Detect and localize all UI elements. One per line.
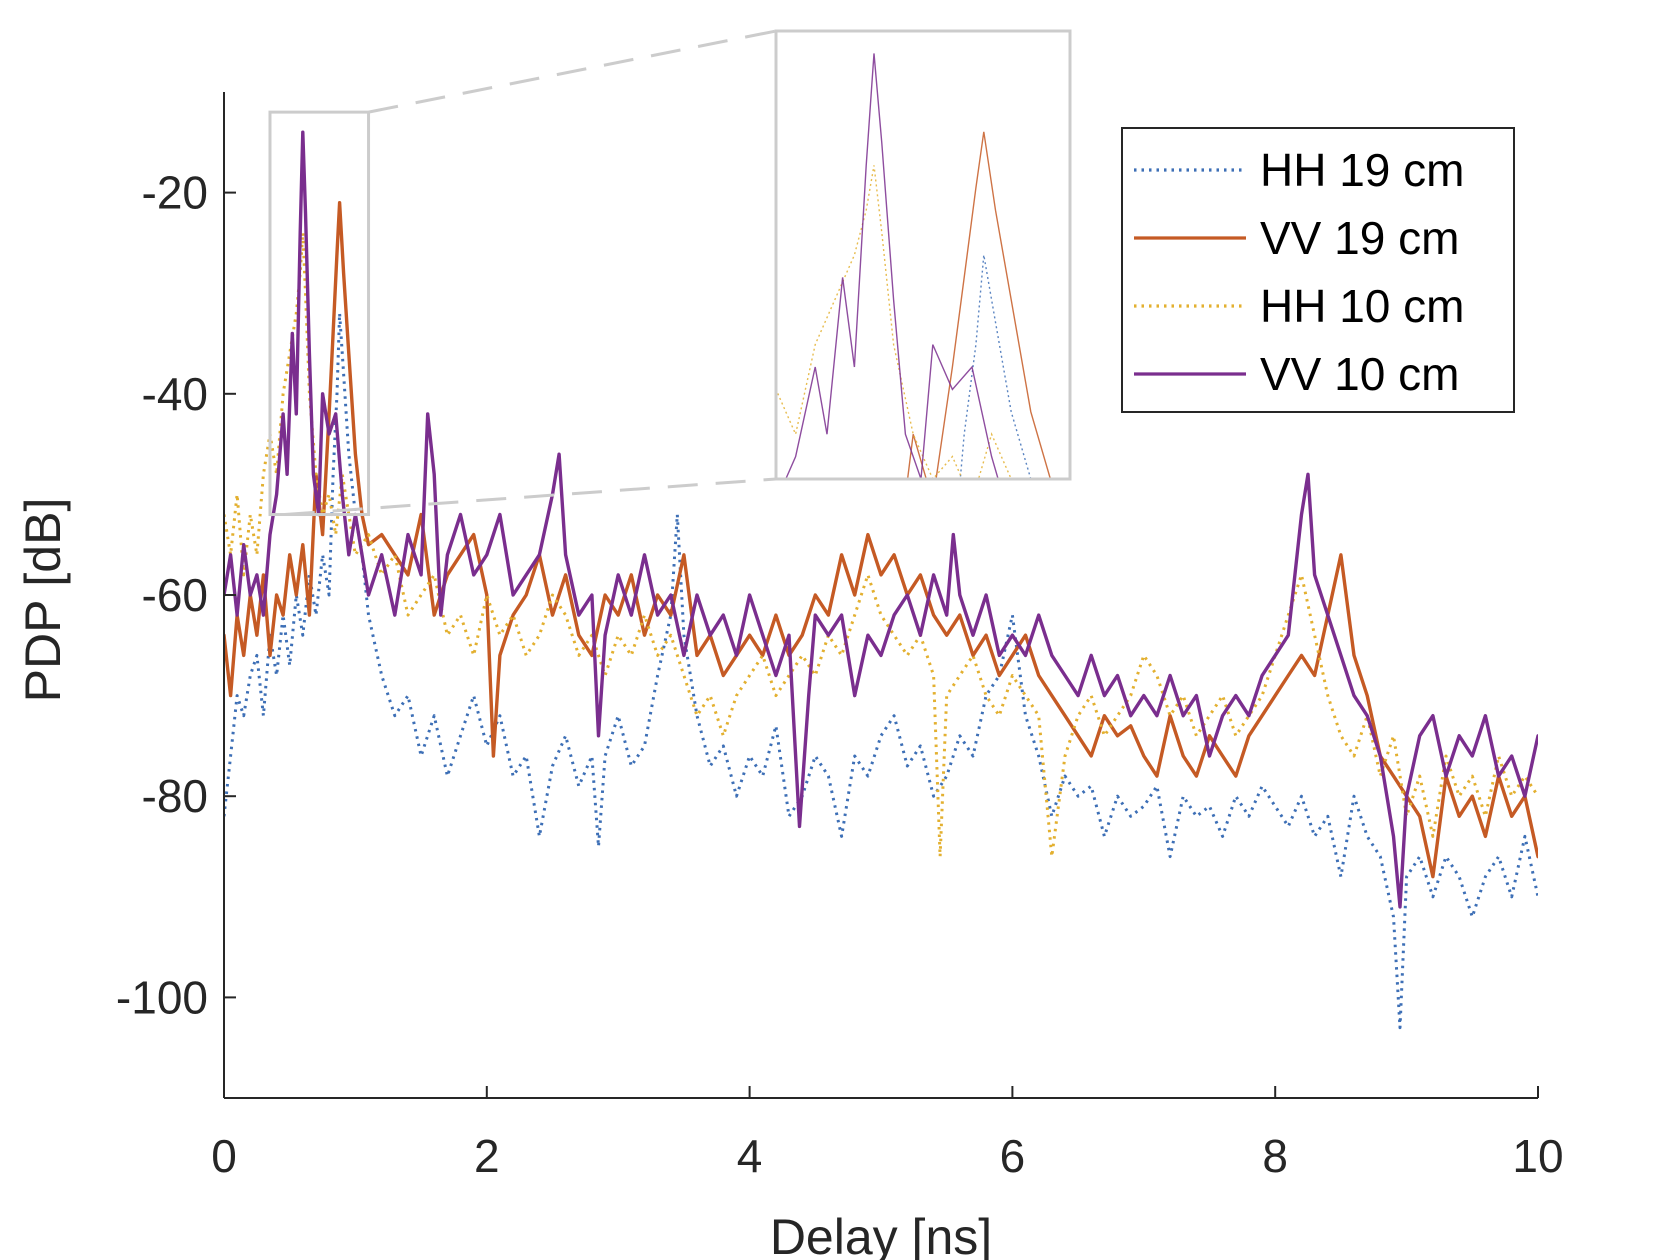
y-tick-label: -20 [142,167,208,219]
inset-plot [774,29,1072,481]
inset-series-line-vv-10-cm [785,53,1032,479]
y-tick-label: -100 [116,971,208,1023]
legend-label-hh-19-cm: HH 19 cm [1260,144,1464,196]
y-ticks: -100 -80 -60 -40 -20 [116,167,236,1023]
inset-series-line-vv-19-cm [906,131,1052,479]
y-axis-label: PDP [dB] [15,498,71,703]
x-tick-label: 4 [737,1130,763,1182]
zoom-guide-top [368,29,777,114]
zoom-source-box [268,110,371,517]
legend: HH 19 cm VV 19 cm HH 10 cm VV 10 cm [1121,127,1515,413]
inset-series [776,53,1052,479]
y-tick-label: -80 [142,770,208,822]
x-tick-label: 10 [1512,1130,1563,1182]
x-tick-label: 2 [474,1130,500,1182]
x-tick-label: 0 [211,1130,237,1182]
inset-background [776,31,1070,479]
legend-label-vv-10-cm: VV 10 cm [1260,348,1459,400]
zoom-guides [268,29,777,517]
x-tick-label: 8 [1262,1130,1288,1182]
inset-series-line-hh-10-cm [776,165,1012,479]
zoom-guide-bottom [284,477,777,517]
y-tick-label: -60 [142,569,208,621]
x-tick-label: 6 [1000,1130,1026,1182]
x-ticks: 0 2 4 6 8 10 [211,1086,1564,1182]
legend-label-hh-10-cm: HH 10 cm [1260,280,1464,332]
x-axis-label: Delay [ns] [770,1209,992,1260]
legend-box [1121,127,1515,413]
series-layer [224,130,1538,1030]
series-line-vv-10-cm [224,130,1538,909]
y-tick-label: -40 [142,368,208,420]
inset-frame [774,29,1072,481]
legend-label-vv-19-cm: VV 19 cm [1260,212,1459,264]
